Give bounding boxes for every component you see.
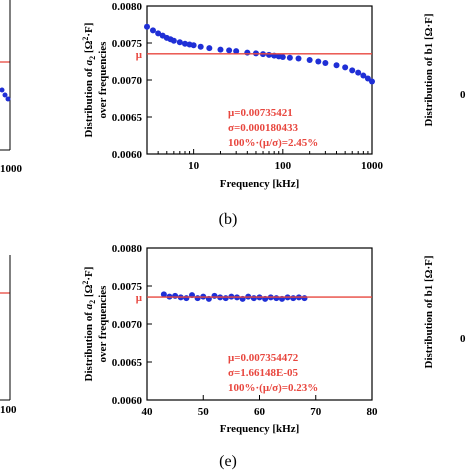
data-point bbox=[349, 67, 356, 74]
y-tick-label: 0.0075 bbox=[112, 38, 143, 50]
data-point bbox=[190, 42, 197, 49]
data-point bbox=[170, 37, 177, 44]
panel-b-stat-sigma: σ=0.000180433 bbox=[228, 122, 299, 134]
y-axis-label-line1: Distribution of a2 [Ω2·F] bbox=[81, 267, 97, 382]
x-tick-label: 40 bbox=[142, 406, 154, 418]
data-point bbox=[360, 72, 367, 79]
left-top-tick-label: 1000 bbox=[0, 163, 23, 175]
right-bottom-ylabel: Distribution of b1 [Ω·F] bbox=[423, 255, 435, 368]
data-point bbox=[306, 57, 313, 64]
data-point bbox=[286, 54, 293, 61]
x-tick-label: 1000 bbox=[361, 160, 384, 172]
y-tick-label: 0.0080 bbox=[112, 1, 143, 13]
data-point bbox=[244, 49, 251, 56]
data-point bbox=[273, 295, 280, 302]
data-point bbox=[226, 47, 233, 54]
panel-b-mean-tick-label: μ bbox=[136, 49, 143, 61]
data-point bbox=[217, 46, 224, 53]
panel-b-xlabel: Frequency [kHz] bbox=[220, 178, 300, 190]
x-tick-label: 50 bbox=[198, 406, 210, 418]
y-tick-label: 0.0075 bbox=[112, 281, 143, 293]
data-point bbox=[197, 43, 204, 50]
right-top-ylabel: Distribution of b1 [Ω·F] bbox=[423, 13, 435, 126]
panel-e-yticks: 0.0060 0.0065 0.0070 0.0075 0.0080 bbox=[112, 243, 152, 407]
data-point bbox=[355, 69, 362, 76]
panel-e-mean-tick-label: μ bbox=[136, 292, 143, 304]
panel-e-stat-ratio: 100%·(μ/σ)=0.23% bbox=[228, 382, 318, 394]
left-bottom-tick-label: 100 bbox=[0, 404, 17, 416]
data-point bbox=[315, 58, 322, 65]
data-point bbox=[322, 59, 329, 66]
y-tick-label: 0.0070 bbox=[112, 75, 143, 87]
data-point bbox=[176, 39, 183, 46]
data-point bbox=[155, 30, 162, 37]
data-point bbox=[149, 27, 156, 34]
data-point bbox=[369, 78, 375, 85]
data-point bbox=[194, 295, 201, 302]
data-point bbox=[333, 62, 340, 69]
panel-b-series bbox=[144, 23, 375, 85]
x-tick-label: 70 bbox=[310, 406, 322, 418]
panel-e-stat-sigma: σ=1.66148E-05 bbox=[228, 367, 299, 379]
left-fragment-bottom: 100 bbox=[0, 255, 17, 416]
data-point bbox=[342, 64, 349, 71]
data-point bbox=[295, 55, 302, 62]
data-point bbox=[266, 51, 273, 58]
data-point bbox=[183, 295, 190, 302]
y-axis-label-line2: over frequencies bbox=[97, 41, 109, 119]
panel-b-stat-mean: μ=0.00735421 bbox=[228, 107, 293, 119]
left-fragment-top: 1000 bbox=[0, 0, 23, 175]
x-tick-label: 80 bbox=[367, 406, 379, 418]
chart-panel-e: Distribution of a2 [Ω2·F]over frequencie… bbox=[81, 243, 378, 470]
data-point bbox=[160, 291, 167, 298]
panel-b-xticks: 10 100 1000 bbox=[157, 149, 384, 172]
right-fragment-top: Distribution of b1 [Ω·F] 0 bbox=[423, 13, 466, 126]
data-point bbox=[222, 295, 229, 302]
data-point bbox=[211, 292, 218, 299]
left-top-point bbox=[5, 96, 11, 102]
panel-e-xlabel: Frequency [kHz] bbox=[220, 423, 300, 435]
left-top-point bbox=[0, 87, 5, 93]
chart-panel-b: Distribution of a2 [Ω2·F]over frequencie… bbox=[81, 1, 384, 228]
y-tick-label: 0.0065 bbox=[112, 112, 143, 124]
panel-e-stat-mean: μ=0.007354472 bbox=[228, 352, 299, 364]
y-tick-label: 0.0060 bbox=[112, 395, 143, 407]
panel-e-xticks: 40 50 60 70 80 bbox=[142, 395, 379, 418]
data-point bbox=[181, 40, 188, 47]
data-point bbox=[233, 48, 240, 55]
right-bottom-tick-label: 0 bbox=[460, 333, 466, 345]
data-point bbox=[290, 295, 297, 302]
panel-b-caption: (b) bbox=[219, 211, 238, 228]
data-point bbox=[144, 23, 150, 30]
right-fragment-bottom: Distribution of b1 [Ω·F] 0 bbox=[423, 255, 466, 368]
y-tick-label: 0.0080 bbox=[112, 243, 143, 255]
data-point bbox=[301, 295, 308, 302]
data-point bbox=[206, 45, 213, 52]
panel-b-yticks: 0.0060 0.0065 0.0070 0.0075 0.0080 bbox=[112, 1, 152, 161]
data-point bbox=[172, 292, 179, 299]
y-tick-label: 0.0065 bbox=[112, 357, 143, 369]
y-tick-label: 0.0070 bbox=[112, 319, 143, 331]
y-tick-label: 0.0060 bbox=[112, 149, 143, 161]
panel-e-caption: (e) bbox=[219, 453, 237, 470]
x-tick-label: 10 bbox=[188, 160, 200, 172]
data-point bbox=[279, 54, 286, 61]
right-top-tick-label: 0 bbox=[460, 89, 466, 101]
panel-b-ylabel: Distribution of a2 [Ω2·F]over frequencie… bbox=[81, 23, 109, 138]
y-axis-label-line1: Distribution of a2 [Ω2·F] bbox=[81, 23, 97, 138]
left-top-point bbox=[2, 92, 8, 98]
panel-b-stat-ratio: 100%·(μ/σ)=2.45% bbox=[228, 137, 318, 149]
panel-e-ylabel: Distribution of a2 [Ω2·F]over frequencie… bbox=[81, 267, 109, 382]
y-axis-label-line2: over frequencies bbox=[97, 285, 109, 363]
x-tick-label: 60 bbox=[254, 406, 266, 418]
data-point bbox=[250, 295, 257, 302]
x-tick-label: 100 bbox=[275, 160, 292, 172]
